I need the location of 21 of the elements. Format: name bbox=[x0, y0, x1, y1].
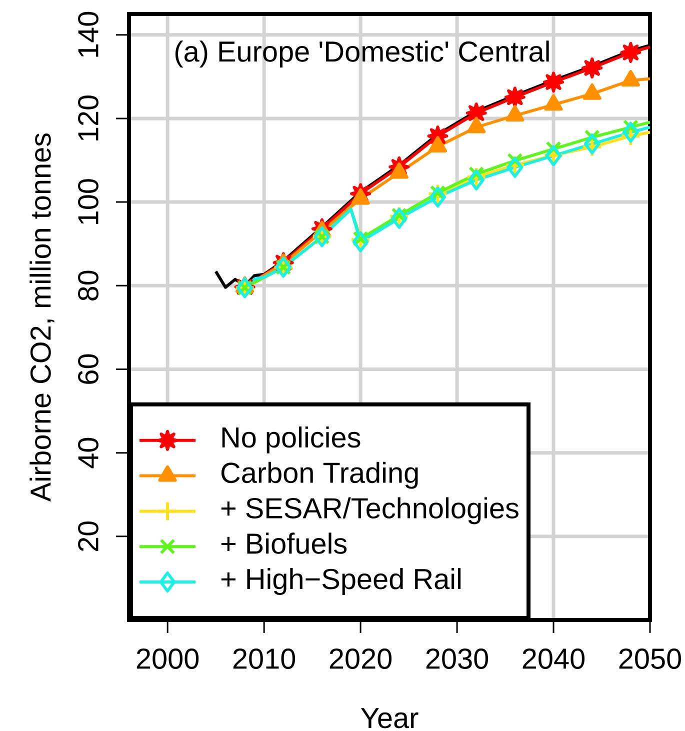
x-tick-label: 2000 bbox=[136, 648, 199, 669]
x-axis-title: Year bbox=[360, 708, 418, 728]
x-tick-label: 2040 bbox=[522, 648, 585, 669]
x-tick-label: 2030 bbox=[426, 648, 488, 669]
x-tick-label: 2050 bbox=[619, 648, 681, 669]
legend-label: + SESAR/Technologies bbox=[221, 497, 518, 524]
legend-label: Carbon Trading bbox=[221, 462, 418, 489]
legend-label: + High−Speed Rail bbox=[221, 568, 461, 595]
y-tick-label: 20 bbox=[78, 521, 98, 552]
y-tick-label: 140 bbox=[78, 12, 98, 57]
x-tick-label: 2020 bbox=[330, 648, 392, 669]
legend-label: No policies bbox=[222, 426, 360, 454]
y-tick-label: 60 bbox=[78, 354, 98, 384]
legend-label: + Biofuels bbox=[221, 532, 347, 554]
text: (a) Europe 'Domestic' Central bbox=[175, 40, 549, 68]
y-tick-label: 120 bbox=[78, 96, 98, 140]
y-tick-label: 100 bbox=[78, 179, 98, 224]
y-tick-label: 40 bbox=[78, 438, 98, 468]
x-tick-label: 2010 bbox=[233, 648, 296, 669]
y-axis-title: Airborne CO2, million tonnes bbox=[30, 133, 54, 502]
y-tick-label: 80 bbox=[78, 270, 98, 300]
